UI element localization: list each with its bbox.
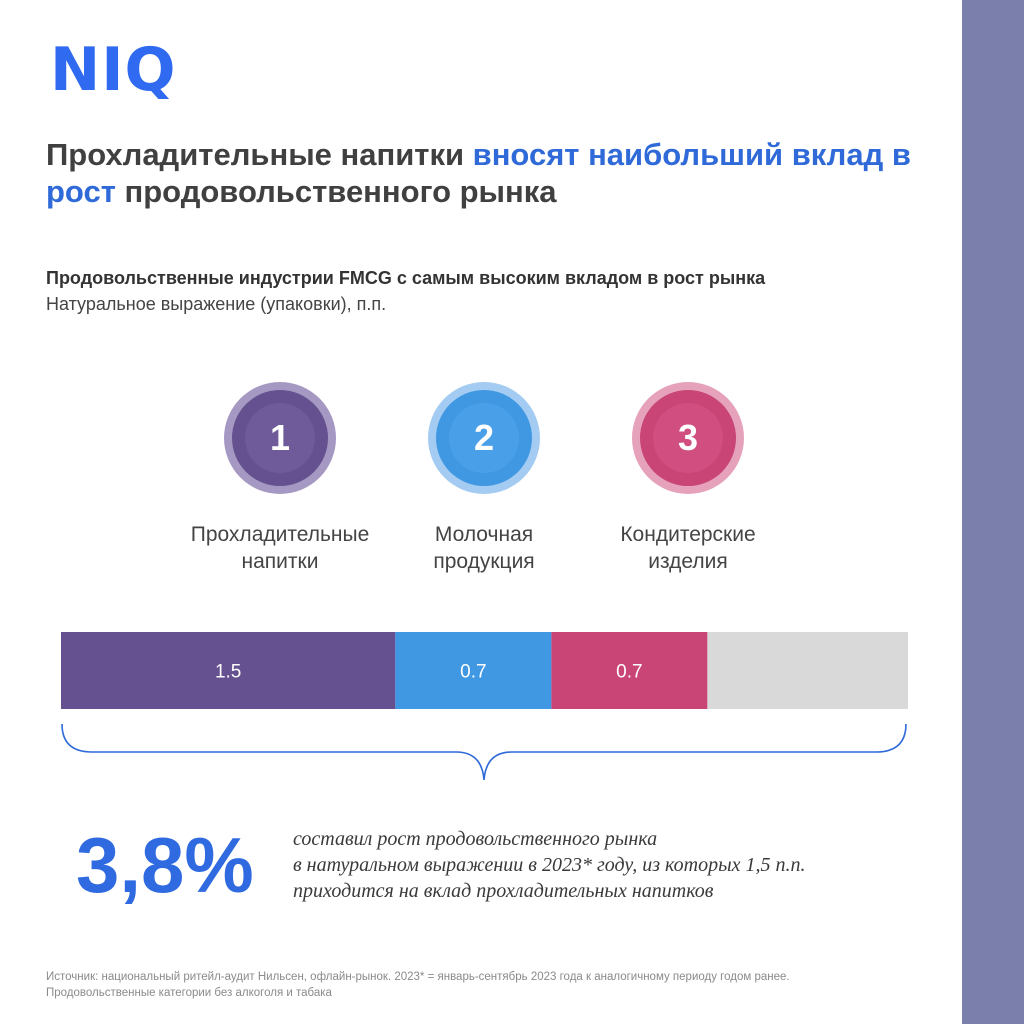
bar-segment-4 <box>707 632 908 709</box>
chart-unit-label: Натуральное выражение (упаковки), п.п. <box>46 294 387 314</box>
side-decor-band <box>962 0 1024 1024</box>
stacked-contribution-bar: 1.5 0.7 0.7 <box>61 632 908 709</box>
category-label-1-line1: Прохладительные <box>190 523 370 546</box>
niq-logo: NIQ <box>50 35 177 105</box>
title-part-2: продовольственного рынка <box>115 174 557 209</box>
category-label-2-line2: продукция <box>433 550 535 573</box>
rank-number-2: 2 <box>449 403 519 473</box>
rank-badge-1: 1 <box>224 382 336 494</box>
category-label-2: Молочная продукция <box>374 521 594 575</box>
category-label-3-line2: изделия <box>648 550 728 573</box>
page-title: Прохладительные напитки вносят наибольши… <box>46 136 926 210</box>
rank-number-1: 1 <box>245 403 315 473</box>
source-line2: Продовольственные категории без алкоголя… <box>46 987 332 999</box>
bar-segment-label-2: 0.7 <box>460 662 486 683</box>
category-label-3: Кондитерские изделия <box>578 521 798 575</box>
bar-segment-label-1: 1.5 <box>215 662 241 683</box>
rank-number-3: 3 <box>653 403 723 473</box>
bar-segment-1 <box>61 632 396 709</box>
brace-connector <box>61 723 907 781</box>
bar-segment-label-3: 0.7 <box>616 662 642 683</box>
growth-note-line3: приходится на вклад прохладительных напи… <box>293 880 714 902</box>
rank-badge-2: 2 <box>428 382 540 494</box>
growth-note-line1: составил рост продовольственного рынка <box>293 828 658 850</box>
source-line1: Источник: национальный ритейл-аудит Ниль… <box>46 971 790 983</box>
category-label-2-line1: Молочная <box>434 523 534 546</box>
category-label-3-line1: Кондитерские <box>620 523 756 546</box>
title-part-1: Прохладительные напитки <box>46 137 473 172</box>
bar-segment-3 <box>551 632 708 709</box>
rank-badge-3: 3 <box>632 382 744 494</box>
bar-segment-2 <box>395 632 552 709</box>
category-label-1-line2: напитки <box>241 550 319 573</box>
growth-note-line2: в натуральном выражении в 2023* году, из… <box>293 854 806 876</box>
source-footnote: Источник: национальный ритейл-аудит Ниль… <box>46 969 946 1001</box>
market-growth-value: 3,8% <box>76 821 254 909</box>
chart-subtitle: Продовольственные индустрии FMCG с самым… <box>46 268 766 288</box>
category-label-1: Прохладительные напитки <box>170 521 390 575</box>
growth-note: составил рост продовольственного рынка в… <box>293 826 953 904</box>
title-highlight: вносят наибольший вклад в рост <box>46 137 911 209</box>
